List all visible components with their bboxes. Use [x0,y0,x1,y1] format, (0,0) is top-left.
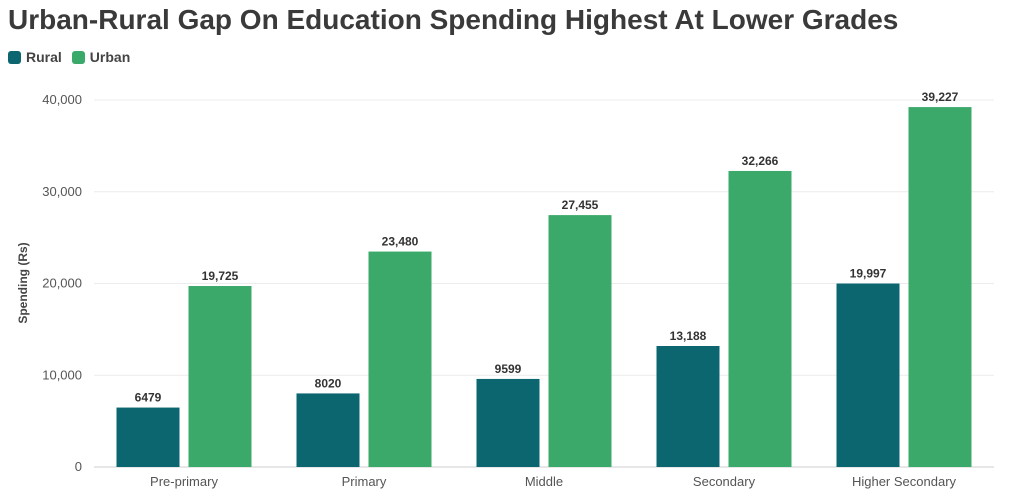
bar-urban[interactable] [728,170,792,467]
x-tick-label: Higher Secondary [852,474,957,489]
y-tick-label: 0 [75,459,82,474]
bar-rural[interactable] [476,378,540,467]
x-tick-label: Secondary [693,474,756,489]
legend-item-rural[interactable]: Rural [8,49,62,65]
bar-urban[interactable] [908,107,972,467]
x-axis-ticks: Pre-primary Primary Middle Secondary Higher … [150,474,956,489]
data-label-urban: 39,227 [922,90,959,104]
bar-rural[interactable] [296,393,360,467]
bars: 6479 19,725 8020 23,480 9599 27,455 13,188 32,2… [116,90,972,467]
y-tick-label: 10,000 [42,367,82,382]
bar-urban[interactable] [188,286,252,467]
x-tick-label: Middle [525,474,563,489]
legend-swatch-urban [71,50,85,64]
legend-item-urban[interactable]: Urban [71,49,131,65]
data-label-rural: 6479 [135,391,162,405]
chart-title: Urban-Rural Gap On Education Spending Hi… [8,4,899,35]
data-label-urban: 19,725 [202,269,239,283]
data-label-rural: 8020 [315,376,342,390]
y-tick-label: 20,000 [42,276,82,291]
legend-swatch-rural [8,50,21,64]
legend-label-rural: Rural [26,49,62,65]
y-tick-label: 30,000 [42,184,82,199]
bar-urban[interactable] [368,251,432,467]
x-tick-label: Pre-primary [150,474,218,489]
y-axis-label: Spending (Rs) [16,242,30,323]
data-label-urban: 23,480 [382,235,419,249]
legend-label-urban: Urban [89,49,131,65]
y-tick-label: 40,000 [42,92,82,107]
data-label-rural: 19,997 [850,267,887,281]
legend: Rural Urban [8,49,130,65]
data-label-urban: 32,266 [742,154,779,168]
y-axis-ticks: 0 10,000 20,000 30,000 40,000 [42,92,82,474]
data-label-rural: 9599 [495,362,522,376]
bar-rural[interactable] [836,283,900,467]
data-label-urban: 27,455 [562,198,599,212]
bar-rural[interactable] [656,346,720,467]
data-label-rural: 13,188 [670,329,707,343]
bar-urban[interactable] [548,215,612,467]
bar-rural[interactable] [116,407,180,467]
x-tick-label: Primary [342,474,387,489]
